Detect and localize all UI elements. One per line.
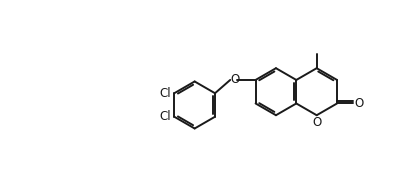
Text: O: O	[230, 74, 239, 87]
Text: O: O	[354, 97, 363, 110]
Text: Cl: Cl	[160, 87, 171, 100]
Text: O: O	[312, 116, 321, 129]
Text: Cl: Cl	[160, 110, 171, 123]
